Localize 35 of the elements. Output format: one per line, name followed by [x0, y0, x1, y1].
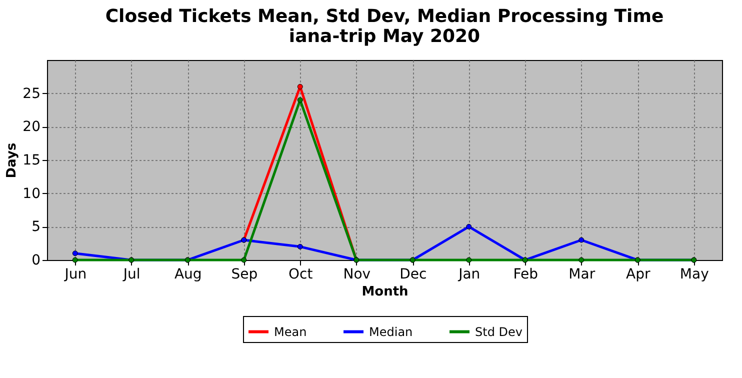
point	[466, 224, 472, 230]
x-tick-label: Apr	[626, 266, 650, 282]
x-tick-label: May	[680, 266, 709, 282]
x-tick-label: Sep	[231, 266, 258, 282]
point	[297, 244, 303, 250]
y-tick-label: 15	[22, 152, 40, 168]
point	[241, 257, 247, 263]
x-tick-label: Feb	[513, 266, 538, 282]
x-tick-label: Aug	[174, 266, 202, 282]
y-tick-label: 10	[22, 186, 40, 202]
x-tick-label: Dec	[400, 266, 427, 282]
x-tick-label: Nov	[343, 266, 371, 282]
legend-label: Median	[369, 324, 413, 339]
y-tick-label: 25	[22, 86, 40, 102]
chart-title: Closed Tickets Mean, Std Dev, Median Processing Time	[105, 6, 664, 27]
point	[578, 257, 584, 263]
x-tick-label: Jan	[458, 266, 480, 282]
point	[72, 257, 78, 263]
x-axis-title: Month	[362, 284, 408, 300]
point	[466, 257, 472, 263]
point	[578, 237, 584, 243]
y-tick-label: 5	[32, 219, 40, 236]
x-tick-label: Mar	[568, 266, 596, 282]
point	[297, 84, 303, 90]
y-axis-title: Days	[4, 142, 20, 178]
point	[297, 97, 303, 103]
x-tick-label: Jun	[64, 266, 87, 282]
y-tick-label: 20	[22, 119, 40, 136]
legend-label: Mean	[274, 324, 307, 339]
legend-label: Std Dev	[475, 324, 522, 339]
x-tick-label: Oct	[288, 266, 314, 282]
chart-subtitle: iana-trip May 2020	[288, 26, 480, 47]
point	[72, 250, 78, 256]
y-tick-label: 0	[32, 252, 40, 268]
x-tick-label: Jul	[122, 266, 140, 282]
